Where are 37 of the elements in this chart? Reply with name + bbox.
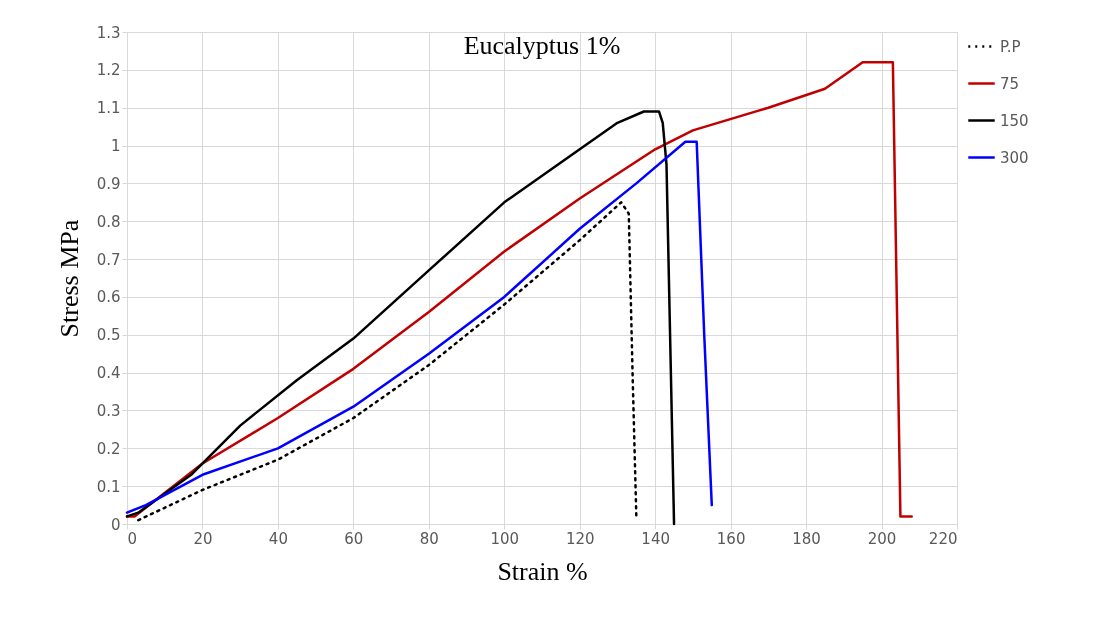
x-tick-label: 140	[641, 529, 670, 548]
x-tick-label: 40	[268, 529, 288, 548]
y-tick-label: 0.4	[96, 364, 121, 383]
x-tick-label: 20	[193, 529, 213, 548]
y-tick-label: 0.8	[96, 212, 121, 231]
legend-label: 300	[1000, 148, 1029, 167]
line-series	[125, 140, 714, 514]
y-axis-title: Stress MPa	[54, 219, 84, 338]
line-series	[125, 61, 913, 518]
x-tick-label: 220	[928, 529, 958, 548]
line-series	[125, 110, 676, 526]
line-series	[137, 201, 638, 522]
y-tick-label: 0.1	[96, 477, 121, 496]
y-tick-label: 1	[110, 137, 121, 156]
x-tick-label: 200	[867, 529, 897, 548]
x-tick-label: 160	[716, 529, 746, 548]
x-tick-label: 100	[490, 529, 520, 548]
legend-label: 150	[1000, 111, 1029, 130]
y-tick-label: 0.7	[96, 250, 121, 269]
chart-title: Eucalyptus 1%	[463, 31, 621, 60]
y-tick-label: 1.2	[96, 61, 121, 80]
y-tick-label: 0.9	[96, 174, 121, 193]
x-tick-label: 120	[565, 529, 595, 548]
legend-label: 75	[1000, 74, 1020, 93]
legend-label: P.P	[1000, 37, 1021, 56]
x-tick-label: 80	[419, 529, 439, 548]
x-axis-title: Strain %	[497, 556, 588, 586]
y-tick-label: 0.5	[96, 326, 121, 345]
x-tick-label: 180	[792, 529, 821, 548]
y-tick-label: 0.6	[96, 288, 121, 307]
y-tick-label: 0.2	[96, 439, 121, 458]
y-tick-label: 1.1	[96, 99, 121, 118]
x-tick-label: 0	[127, 529, 138, 548]
y-tick-label: 0	[110, 515, 121, 534]
y-tick-label: 1.3	[96, 23, 121, 42]
x-tick-label: 60	[344, 529, 364, 548]
y-tick-label: 0.3	[96, 401, 121, 420]
